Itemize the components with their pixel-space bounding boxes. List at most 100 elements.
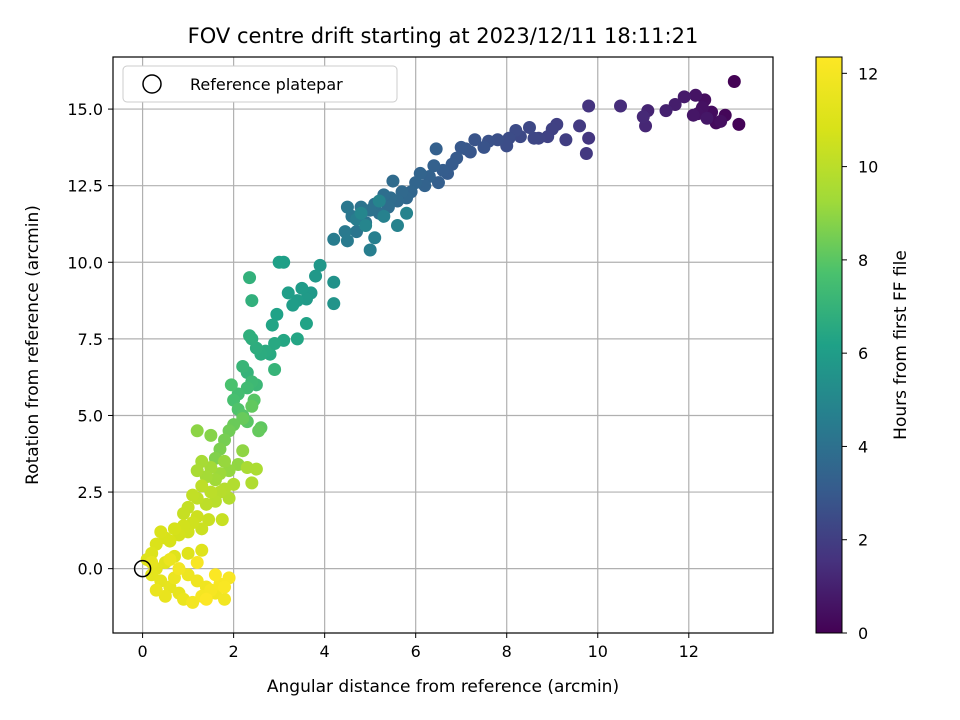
data-points — [140, 75, 746, 609]
data-point — [270, 307, 284, 321]
data-point — [368, 231, 382, 245]
data-point — [582, 131, 596, 145]
data-point — [218, 592, 232, 606]
data-point — [186, 595, 200, 609]
data-point — [236, 359, 250, 373]
colorbar-label: Hours from first FF file — [891, 250, 911, 440]
data-point — [714, 114, 728, 128]
data-point — [454, 140, 468, 154]
data-point — [154, 525, 168, 539]
data-point — [268, 336, 282, 350]
x-tick-label: 8 — [502, 642, 512, 661]
data-point — [299, 317, 313, 331]
data-point — [500, 139, 514, 153]
data-point — [224, 378, 238, 392]
data-point — [340, 200, 354, 214]
data-point — [400, 206, 414, 220]
colorbar-tick-label: 8 — [858, 251, 868, 270]
colorbar-tick-label: 2 — [858, 531, 868, 550]
data-point — [677, 90, 691, 104]
x-tick-label: 10 — [588, 642, 608, 661]
data-point — [243, 271, 257, 285]
data-point — [700, 111, 714, 125]
data-point — [245, 294, 259, 308]
data-point — [327, 275, 341, 289]
data-point — [668, 97, 682, 111]
data-point — [190, 556, 204, 570]
data-point — [181, 546, 195, 560]
data-point — [614, 99, 628, 113]
data-point — [195, 522, 209, 536]
x-tick-label: 2 — [229, 642, 239, 661]
data-point — [265, 318, 279, 332]
data-point — [350, 225, 364, 239]
data-point — [527, 131, 541, 145]
data-point — [582, 99, 596, 113]
data-point — [327, 232, 341, 246]
data-point — [522, 120, 536, 134]
data-point — [309, 269, 323, 283]
data-point — [181, 568, 195, 582]
data-point — [202, 513, 216, 527]
y-tick-label: 0.0 — [78, 560, 103, 579]
data-point — [636, 110, 650, 124]
data-point — [158, 589, 172, 603]
data-point — [477, 140, 491, 154]
data-point — [732, 117, 746, 131]
data-point — [573, 119, 587, 133]
data-point — [199, 497, 213, 511]
x-tick-label: 6 — [411, 642, 421, 661]
data-point — [215, 513, 229, 527]
data-point — [272, 255, 286, 269]
y-tick-label: 2.5 — [78, 483, 103, 502]
legend-box — [122, 65, 398, 103]
data-point — [327, 297, 341, 311]
data-point — [686, 108, 700, 122]
data-point — [359, 219, 373, 233]
data-point — [240, 381, 254, 395]
colorbar: 0 2 4 6 8 10 12 Hours from first FF file — [815, 56, 911, 643]
colorbar-tick-label: 0 — [858, 624, 868, 643]
colorbar-tick-label: 10 — [858, 158, 878, 177]
data-point — [172, 562, 186, 576]
data-point — [268, 363, 282, 377]
data-point — [281, 286, 295, 300]
plot-background — [113, 57, 773, 633]
data-point — [208, 568, 222, 582]
x-axis-ticks: 0 2 4 6 8 10 12 — [137, 633, 699, 661]
data-point — [236, 444, 250, 458]
data-point — [145, 568, 159, 582]
colorbar-gradient — [815, 56, 843, 634]
data-point — [372, 194, 386, 208]
data-point — [390, 219, 404, 233]
data-point — [468, 133, 482, 147]
colorbar-tick-label: 4 — [858, 437, 868, 456]
data-point — [190, 424, 204, 438]
data-point — [245, 399, 259, 413]
data-point — [386, 174, 400, 188]
data-point — [377, 209, 391, 223]
y-axis-label: Rotation from reference (arcmin) — [23, 205, 43, 485]
y-tick-label: 7.5 — [78, 330, 103, 349]
data-point — [204, 485, 218, 499]
data-point — [195, 479, 209, 493]
legend-marker — [142, 74, 162, 94]
data-point — [354, 206, 368, 220]
colorbar-tick-label: 6 — [858, 344, 868, 363]
data-point — [295, 281, 309, 295]
data-point — [204, 428, 218, 442]
data-point — [218, 580, 232, 594]
x-tick-label: 12 — [679, 642, 699, 661]
data-point — [340, 234, 354, 248]
data-point — [659, 104, 673, 118]
data-point — [579, 147, 593, 161]
data-point — [199, 592, 213, 606]
data-point — [313, 258, 327, 272]
reference-marker — [133, 559, 152, 578]
data-point — [559, 133, 573, 147]
data-point — [186, 488, 200, 502]
data-point — [190, 464, 204, 478]
data-point — [218, 454, 232, 468]
data-point — [149, 583, 163, 597]
colorbar-ticks: 0 2 4 6 8 10 12 — [842, 64, 878, 643]
